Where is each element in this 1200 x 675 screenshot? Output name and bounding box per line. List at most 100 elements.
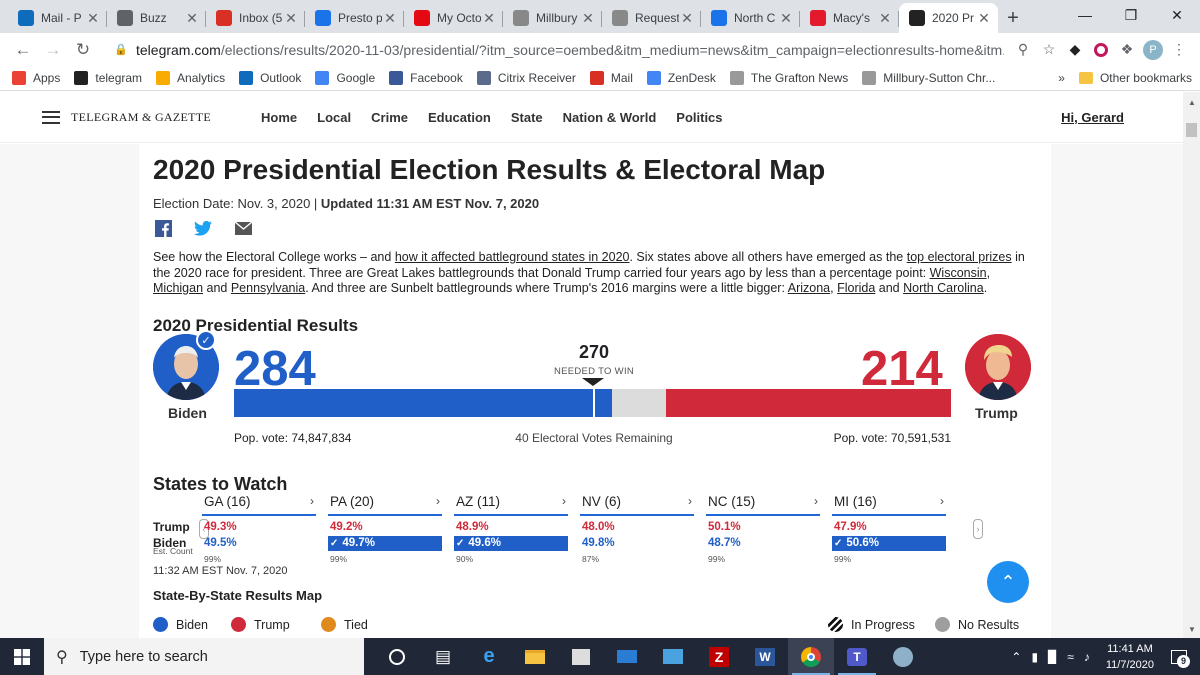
- bookmark-item[interactable]: Analytics: [156, 71, 225, 85]
- filezilla-icon[interactable]: Z: [696, 638, 742, 675]
- nav-link-politics[interactable]: Politics: [676, 109, 723, 125]
- nav-link-education[interactable]: Education: [428, 109, 491, 125]
- hamburger-menu-icon[interactable]: [42, 110, 60, 124]
- scroll-thumb[interactable]: [1186, 123, 1197, 137]
- bookmark-item[interactable]: ZenDesk: [646, 71, 716, 85]
- wisconsin-link[interactable]: Wisconsin: [929, 265, 987, 280]
- chevron-right-icon[interactable]: ›: [310, 494, 314, 508]
- close-tab-icon[interactable]: ✕: [582, 9, 594, 26]
- windows-start-icon[interactable]: [0, 638, 44, 675]
- profile-avatar[interactable]: P: [1140, 37, 1166, 63]
- pennsylvania-link[interactable]: Pennsylvania: [230, 281, 306, 295]
- word-icon[interactable]: W: [742, 638, 788, 675]
- chevron-right-icon[interactable]: ›: [814, 494, 818, 508]
- close-tab-icon[interactable]: ✕: [483, 9, 495, 26]
- nav-link-crime[interactable]: Crime: [371, 109, 408, 125]
- state-card-header[interactable]: AZ (11) ›: [454, 494, 568, 516]
- state-card-header[interactable]: MI (16) ›: [832, 494, 946, 516]
- state-card-header[interactable]: NV (6) ›: [580, 494, 694, 516]
- scroll-up-icon[interactable]: ▲: [1188, 98, 1196, 107]
- volume-icon[interactable]: ♪: [1083, 649, 1090, 664]
- battleground-link[interactable]: how it affected battleground states in 2…: [394, 250, 630, 264]
- close-tab-icon[interactable]: ✕: [186, 9, 198, 26]
- scroll-to-top-button[interactable]: ⌃: [987, 561, 1029, 603]
- chevron-right-icon[interactable]: ›: [562, 494, 566, 508]
- network-icon[interactable]: ▉: [1048, 649, 1058, 664]
- close-tab-icon[interactable]: ✕: [384, 9, 396, 26]
- teams-icon[interactable]: T: [834, 638, 880, 675]
- account-greeting-link[interactable]: Hi, Gerard: [1061, 109, 1124, 125]
- arizona-link[interactable]: Arizona: [787, 281, 831, 295]
- close-tab-icon[interactable]: ✕: [879, 9, 891, 26]
- mail-icon[interactable]: [604, 638, 650, 675]
- browser-tab[interactable]: Inbox (5 ✕: [206, 3, 305, 33]
- bookmark-item[interactable]: Google: [315, 71, 375, 85]
- close-window-icon[interactable]: ✕: [1171, 6, 1183, 23]
- browser-tab[interactable]: Request ✕: [602, 3, 701, 33]
- cortana-icon[interactable]: [374, 638, 420, 675]
- browser-tab[interactable]: North C ✕: [701, 3, 800, 33]
- state-card-header[interactable]: NC (15) ›: [706, 494, 820, 516]
- browser-tab[interactable]: 2020 Pr ✕: [899, 3, 998, 33]
- close-tab-icon[interactable]: ✕: [87, 9, 99, 26]
- state-card[interactable]: MI (16) › 47.9% 50.6% 99%: [832, 494, 946, 564]
- state-card-header[interactable]: PA (20) ›: [328, 494, 442, 516]
- close-tab-icon[interactable]: ✕: [285, 9, 297, 26]
- browser-tab[interactable]: Macy's ✕: [800, 3, 899, 33]
- store-icon[interactable]: [558, 638, 604, 675]
- bookmark-item[interactable]: Facebook: [389, 71, 463, 85]
- more-bookmarks-button[interactable]: »: [1058, 71, 1065, 85]
- state-card[interactable]: NC (15) › 50.1% 48.7% 99%: [706, 494, 820, 564]
- zoom-search-icon[interactable]: ⚲: [1017, 41, 1029, 57]
- forward-button[interactable]: →: [44, 39, 62, 59]
- site-logo[interactable]: TELEGRAM & GAZETTE: [71, 109, 212, 124]
- extensions-puzzle-icon[interactable]: ❖: [1120, 41, 1134, 57]
- state-card[interactable]: NV (6) › 48.0% 49.8% 87%: [580, 494, 694, 564]
- bookmark-item[interactable]: Apps: [12, 71, 60, 85]
- edge-icon[interactable]: e: [483, 645, 495, 667]
- bookmark-item[interactable]: telegram: [74, 71, 142, 85]
- chevron-right-icon[interactable]: ›: [436, 494, 440, 508]
- state-card-header[interactable]: GA (16) ›: [202, 494, 316, 516]
- bookmark-item[interactable]: Outlook: [239, 71, 301, 85]
- menu-dots-icon[interactable]: ⋮: [1172, 41, 1186, 57]
- chrome-icon[interactable]: [788, 638, 834, 675]
- bookmark-item[interactable]: Mail: [589, 71, 633, 85]
- facebook-share-icon[interactable]: [153, 218, 173, 238]
- new-tab-button[interactable]: +: [1007, 6, 1019, 29]
- address-bar[interactable]: 🔒 telegram.com /elections/results/2020-1…: [104, 36, 1004, 64]
- restore-icon[interactable]: ❐: [1124, 6, 1138, 23]
- browser-tab[interactable]: Mail - P ✕: [8, 3, 107, 33]
- back-button[interactable]: ←: [14, 39, 32, 59]
- email-share-icon[interactable]: [233, 218, 253, 238]
- page-scrollbar[interactable]: ▲ ▼: [1183, 92, 1200, 638]
- wifi-icon[interactable]: ≈: [1067, 649, 1074, 664]
- browser-tab[interactable]: Millbury ✕: [503, 3, 602, 33]
- chevron-right-icon[interactable]: ›: [688, 494, 692, 508]
- close-tab-icon[interactable]: ✕: [681, 9, 693, 26]
- bookmark-item[interactable]: Millbury-Sutton Chr...: [862, 71, 995, 85]
- system-clock[interactable]: 11:41 AM 11/7/2020: [1106, 641, 1154, 673]
- nav-link-local[interactable]: Local: [317, 109, 352, 125]
- browser-tab[interactable]: Presto p ✕: [305, 3, 404, 33]
- taskbar-search-box[interactable]: ⚲ Type here to search: [44, 638, 364, 675]
- nav-link-state[interactable]: State: [510, 109, 543, 125]
- michigan-link[interactable]: Michigan: [153, 281, 204, 295]
- bookmark-item[interactable]: Citrix Receiver: [476, 71, 576, 85]
- reload-button[interactable]: ↻: [75, 39, 91, 59]
- north-carolina-link[interactable]: North Carolina: [903, 281, 984, 295]
- scroll-left-button[interactable]: ‹: [199, 519, 209, 539]
- minimize-icon[interactable]: —: [1078, 7, 1092, 23]
- state-card[interactable]: AZ (11) › 48.9% 49.6% 90%: [454, 494, 568, 564]
- scroll-right-button[interactable]: ›: [973, 519, 983, 539]
- photos-app-icon[interactable]: [880, 638, 926, 675]
- browser-tab[interactable]: Buzz ✕: [107, 3, 206, 33]
- task-view-icon[interactable]: ▤: [434, 646, 452, 666]
- color-extension-icon[interactable]: [1088, 37, 1114, 63]
- lock-icon[interactable]: 🔒: [114, 44, 128, 56]
- close-tab-icon[interactable]: ✕: [978, 9, 990, 26]
- chevron-right-icon[interactable]: ›: [940, 494, 944, 508]
- nav-link-nation-world[interactable]: Nation & World: [562, 109, 657, 125]
- state-card[interactable]: GA (16) › 49.3% 49.5% 99%: [202, 494, 316, 564]
- state-card[interactable]: PA (20) › 49.2% 49.7% 99%: [328, 494, 442, 564]
